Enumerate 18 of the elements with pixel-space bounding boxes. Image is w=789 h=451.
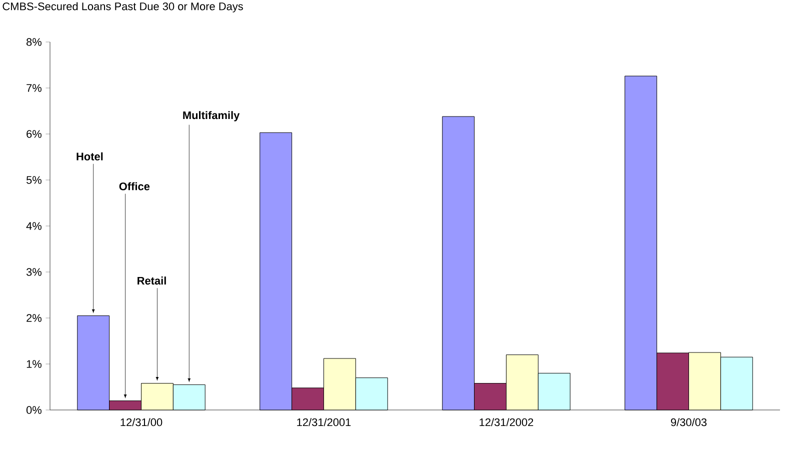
text: Retail xyxy=(138,276,166,285)
y-tick-label: 4% xyxy=(26,222,42,230)
y-tick-label: 3% xyxy=(26,268,42,276)
text: Hotel xyxy=(76,152,103,160)
y-tick-label: 7% xyxy=(26,84,42,92)
y-tick-label: 5% xyxy=(26,176,42,184)
x-tick-label: 12/31/2002 xyxy=(480,418,534,426)
x-tick-label: 9/30/03 xyxy=(670,418,707,426)
y-tick-label: 1% xyxy=(26,360,42,368)
text: Office xyxy=(119,182,150,190)
x-tick-label: 12/31/2001 xyxy=(297,418,351,426)
y-tick-label: 2% xyxy=(26,314,42,322)
x-tick-label: 12/31/00 xyxy=(120,418,162,426)
y-tick-label: 0% xyxy=(26,406,42,414)
y-tick-label: 8% xyxy=(26,38,42,46)
y-tick-label: 6% xyxy=(26,130,42,138)
text: Multifamily xyxy=(183,111,240,122)
chart-title: CMBS-Secured Loans Past Due 30 or More Days xyxy=(2,2,243,12)
